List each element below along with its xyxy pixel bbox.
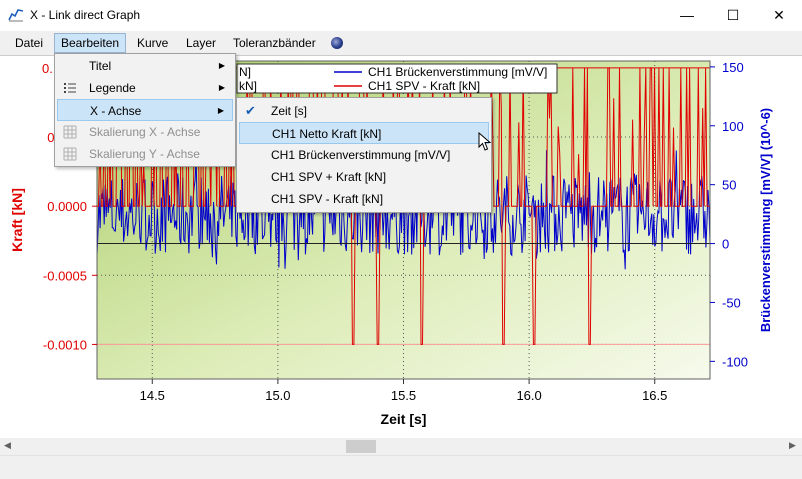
menu-datei[interactable]: Datei [15, 36, 44, 50]
submenu-item-zeit-label: Zeit [s] [271, 104, 308, 118]
x-tick-label: 15.5 [391, 388, 416, 403]
menu-toleranzbaender[interactable]: Toleranzbänder [233, 36, 316, 50]
submenu-item-spv-plus[interactable]: CH1 SPV + Kraft [kN] [239, 166, 489, 188]
x-axis: 14.5 15.0 15.5 16.0 16.5 [140, 379, 667, 403]
submenu-item-netto-kraft-label: CH1 Netto Kraft [kN] [272, 127, 382, 141]
y-axis-right-label: Brückenverstimmung [mV/V] (10^-6) [758, 108, 773, 332]
menu-bearbeiten[interactable]: Bearbeiten [54, 33, 127, 53]
menuitem-x-achse[interactable]: X - Achse ▶ [57, 99, 233, 121]
grid-icon [63, 125, 77, 139]
menuitem-x-achse-label: X - Achse [90, 104, 142, 118]
submenu-item-bridge[interactable]: CH1 Brückenverstimmung [mV/V] [239, 144, 489, 166]
mouse-cursor-icon [478, 132, 492, 151]
y-right-tick-label: 150 [722, 60, 744, 75]
legend-fragment-2: kN] [239, 79, 257, 93]
scroll-thumb[interactable] [346, 440, 376, 453]
menuitem-skalierung-x: Skalierung X - Achse [57, 121, 233, 143]
menuitem-skalierung-x-label: Skalierung X - Achse [89, 125, 201, 139]
menuitem-skalierung-y: Skalierung Y - Achse [57, 143, 233, 165]
legend-entry-bridge: CH1 Brückenverstimmung [mV/V] [368, 65, 547, 79]
submenu-item-zeit[interactable]: ✔ Zeit [s] [239, 100, 489, 122]
window-title: X - Link direct Graph [30, 8, 141, 22]
status-orb-icon[interactable] [331, 37, 343, 49]
submenu-arrow-icon: ▶ [218, 61, 225, 70]
legend-icon [64, 83, 76, 93]
y-right-tick-label: 0 [722, 237, 729, 252]
submenu-item-spv-plus-label: CH1 SPV + Kraft [kN] [271, 170, 387, 184]
submenu-item-spv-minus-label: CH1 SPV - Kraft [kN] [271, 192, 384, 206]
menuitem-skalierung-y-label: Skalierung Y - Achse [89, 147, 200, 161]
x-axis-label: Zeit [s] [381, 411, 427, 427]
x-tick-label: 15.0 [265, 388, 290, 403]
legend-entry-spv-minus: CH1 SPV - Kraft [kN] [368, 79, 480, 93]
submenu-item-netto-kraft[interactable]: CH1 Netto Kraft [kN] [239, 122, 492, 151]
grid-icon [63, 147, 77, 161]
x-tick-label: 16.0 [516, 388, 541, 403]
status-bar [0, 455, 802, 479]
menu-kurve[interactable]: Kurve [137, 36, 169, 50]
minimize-button[interactable]: — [680, 7, 694, 23]
close-button[interactable]: ✕ [773, 7, 785, 23]
menuitem-legende-label: Legende [89, 81, 136, 95]
checkmark-icon: ✔ [245, 103, 256, 118]
y-left-tick-label: -0.0010 [43, 337, 87, 352]
menu-bar: Datei Bearbeiten Kurve Layer Toleranzbän… [0, 31, 802, 55]
y-left-tick-label-fragment: 0. [42, 61, 53, 76]
y-axis-left-label: Kraft [kN] [9, 188, 25, 252]
submenu-item-bridge-label: CH1 Brückenverstimmung [mV/V] [271, 148, 451, 162]
horizontal-scrollbar[interactable]: ◀ ▶ [0, 438, 802, 455]
y-axis-right: 150 100 50 0 -50 -100 [710, 60, 748, 369]
bearbeiten-dropdown: Titel ▶ Legende ▶ X - Achse ▶ Skalierung… [54, 53, 236, 167]
y-left-tick-label: -0.0005 [43, 268, 87, 283]
legend-fragment-1: N] [239, 65, 251, 79]
y-right-tick-label: -100 [722, 354, 748, 369]
y-right-tick-label: -50 [722, 295, 741, 310]
menu-layer[interactable]: Layer [186, 36, 217, 50]
legend[interactable]: N] kN] CH1 Brückenverstimmung [mV/V] CH1… [236, 63, 558, 94]
scroll-left-icon[interactable]: ◀ [4, 440, 11, 450]
x-tick-label: 14.5 [140, 388, 165, 403]
y-right-tick-label: 100 [722, 119, 744, 134]
menuitem-titel-label: Titel [89, 59, 112, 73]
maximize-button[interactable]: ☐ [726, 7, 740, 23]
scroll-right-icon[interactable]: ▶ [789, 440, 796, 450]
title-bar: X - Link direct Graph — ☐ ✕ [0, 0, 802, 31]
menuitem-titel[interactable]: Titel ▶ [57, 55, 233, 77]
x-tick-label: 16.5 [642, 388, 667, 403]
x-achse-submenu: ✔ Zeit [s] CH1 Netto Kraft [kN] CH1 Brüc… [236, 97, 492, 213]
submenu-arrow-icon: ▶ [217, 106, 224, 115]
y-right-tick-label: 50 [722, 178, 736, 193]
submenu-item-spv-minus[interactable]: CH1 SPV - Kraft [kN] [239, 188, 489, 210]
app-graph-icon [8, 9, 24, 22]
y-left-tick-label: 0.0000 [47, 199, 87, 214]
menuitem-legende[interactable]: Legende ▶ [57, 77, 233, 99]
submenu-arrow-icon: ▶ [218, 83, 225, 92]
